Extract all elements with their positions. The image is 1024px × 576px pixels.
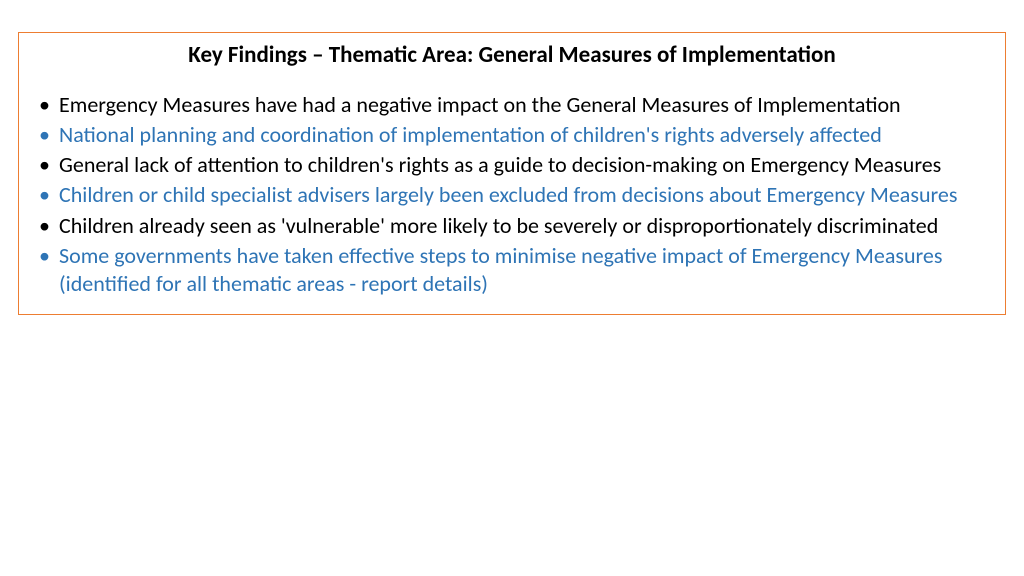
list-item: General lack of attention to children's … xyxy=(33,151,991,179)
list-item: Some governments have taken effective st… xyxy=(33,242,991,298)
list-item: National planning and coordination of im… xyxy=(33,121,991,149)
findings-list: Emergency Measures have had a negative i… xyxy=(33,91,991,298)
slide: Key Findings – Thematic Area: General Me… xyxy=(0,0,1024,576)
list-item: Emergency Measures have had a negative i… xyxy=(33,91,991,119)
list-item: Children already seen as 'vulnerable' mo… xyxy=(33,212,991,240)
box-title: Key Findings – Thematic Area: General Me… xyxy=(33,41,991,69)
list-item: Children or child specialist advisers la… xyxy=(33,181,991,209)
content-box: Key Findings – Thematic Area: General Me… xyxy=(18,32,1006,315)
